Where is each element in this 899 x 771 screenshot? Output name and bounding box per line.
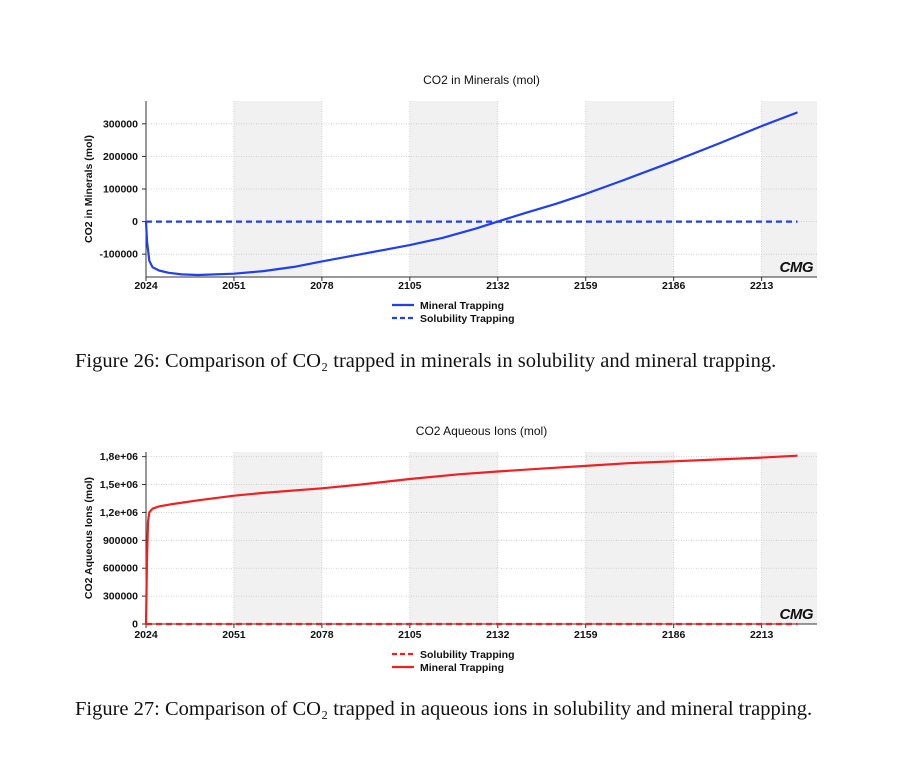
co2-aqueous-ions-chart: CO2 Aqueous Ions (mol) 1,8e+06 1,5e+06 1,2e…	[83, 424, 817, 674]
figure-27-caption: Figure 27: Comparison of CO₂ trapped in …	[75, 698, 813, 720]
x-tick-label: 2105	[398, 629, 422, 641]
cmg-watermark: CMG	[780, 606, 814, 623]
plot-band	[585, 452, 674, 624]
y-tick-label: 0	[132, 619, 138, 631]
y-tick-label: 100000	[103, 184, 138, 196]
series-line-mineral-trapping	[144, 454, 798, 625]
plot-band	[233, 452, 322, 624]
y-tick-label: 600000	[103, 563, 138, 575]
co2-minerals-chart: CO2 in Minerals (mol) 300000 200000 100000 0…	[83, 73, 817, 325]
y-tick-label: 900000	[103, 535, 138, 547]
y-tick-label: 300000	[103, 591, 138, 603]
plot-band	[409, 452, 498, 624]
x-tick-label: 2132	[486, 280, 510, 292]
x-tick-label: 2078	[310, 629, 334, 641]
x-tick-label: 2159	[574, 629, 598, 641]
y-tick-label: 1,8e+06	[100, 451, 138, 463]
x-tick-label: 2186	[662, 280, 686, 292]
legend-label: Solubility Trapping	[420, 649, 515, 661]
chart-title: CO2 Aqueous Ions (mol)	[416, 424, 547, 438]
x-tick-label: 2213	[750, 629, 774, 641]
plot-band	[761, 452, 817, 624]
x-tick-label: 2186	[662, 629, 686, 641]
y-axis-label: CO2 in Minerals (mol)	[83, 135, 95, 243]
x-tick-label: 2024	[134, 629, 158, 641]
y-axis-label: CO2 Aqueous Ions (mol)	[83, 477, 95, 599]
legend-label: Mineral Trapping	[420, 300, 504, 312]
y-tick-label: 300000	[103, 118, 138, 130]
x-tick-label: 2024	[134, 280, 158, 292]
y-tick-label: 200000	[103, 151, 138, 163]
x-tick-label: 2132	[486, 629, 510, 641]
figure-26-caption: Figure 26: Comparison of CO₂ trapped in …	[75, 350, 777, 372]
x-tick-label: 2051	[222, 280, 246, 292]
x-tick-label: 2078	[310, 280, 334, 292]
legend-label: Solubility Trapping	[420, 313, 515, 325]
x-tick-label: 2051	[222, 629, 246, 641]
y-tick-label: 0	[132, 216, 138, 228]
y-tick-label: -100000	[99, 249, 138, 261]
cmg-watermark: CMG	[780, 259, 814, 276]
x-tick-label: 2105	[398, 280, 422, 292]
x-tick-label: 2213	[750, 280, 774, 292]
x-tick-label: 2159	[574, 280, 598, 292]
y-tick-label: 1,2e+06	[100, 507, 138, 519]
chart-title: CO2 in Minerals (mol)	[423, 73, 540, 87]
legend-label: Mineral Trapping	[420, 662, 504, 674]
series-line-mineral-trapping	[144, 111, 798, 277]
y-tick-label: 1,5e+06	[100, 479, 138, 491]
